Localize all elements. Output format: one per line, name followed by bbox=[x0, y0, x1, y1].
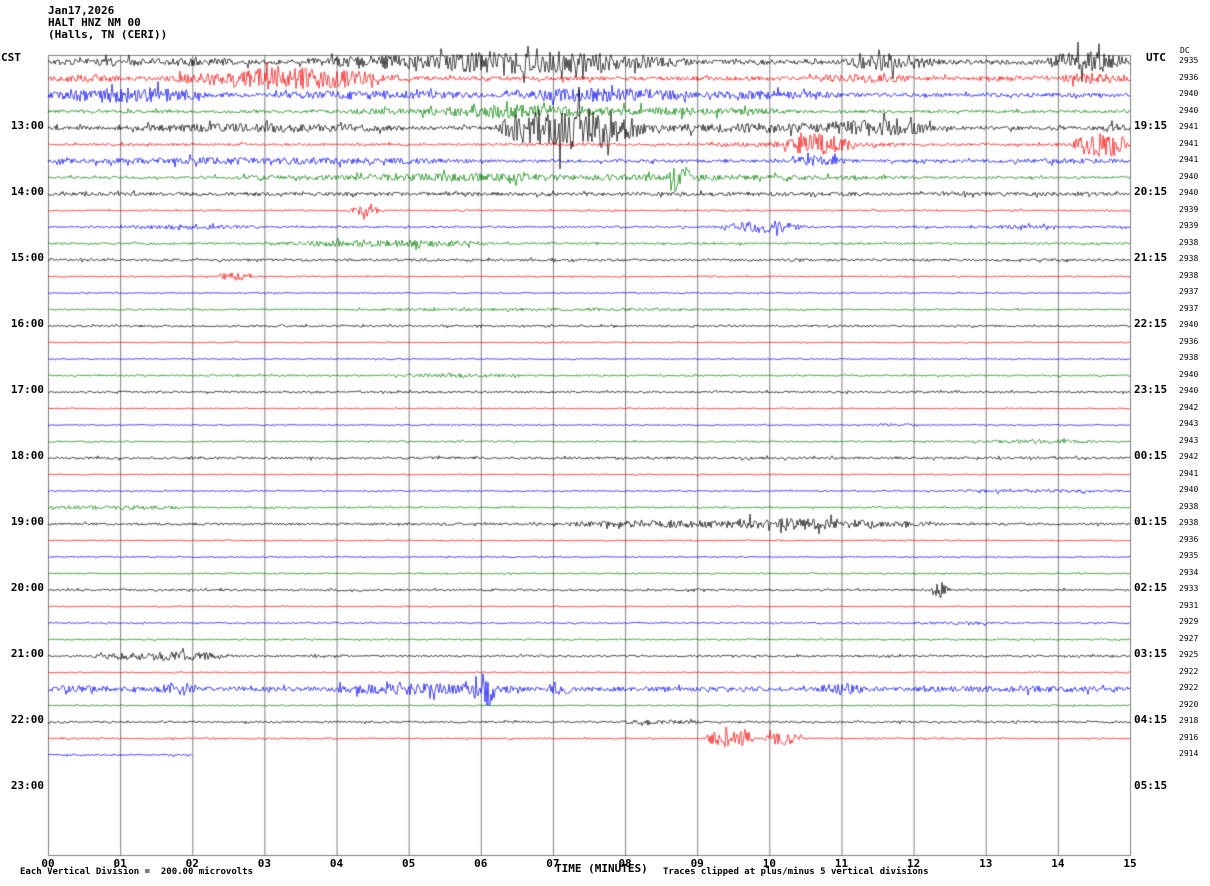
x-tick-label: 05 bbox=[402, 857, 416, 870]
cst-time-label: 16:00 bbox=[10, 317, 44, 330]
footer-scale-note: Each Vertical Division = 200.00 microvol… bbox=[20, 867, 253, 877]
right-axis-label: UTC bbox=[1146, 51, 1166, 64]
dc-offset-value: 2939 bbox=[1179, 221, 1199, 230]
dc-offset-value: 2933 bbox=[1179, 584, 1199, 593]
x-tick-label: 11 bbox=[834, 857, 849, 870]
utc-time-label: 01:15 bbox=[1134, 515, 1168, 528]
x-tick-label: 08 bbox=[618, 857, 632, 870]
cst-time-label: 15:00 bbox=[10, 251, 44, 264]
utc-time-label: 00:15 bbox=[1134, 449, 1168, 462]
dc-offset-value: 2939 bbox=[1179, 204, 1199, 214]
cst-time-label: 19:00 bbox=[10, 515, 44, 528]
dc-offset-value: 2936 bbox=[1179, 534, 1199, 544]
dc-offset-value: 2941 bbox=[1179, 155, 1199, 164]
x-tick-label: 00 bbox=[41, 857, 55, 870]
dc-offset-value: 2925 bbox=[1179, 650, 1199, 659]
dc-column-header: DC bbox=[1180, 46, 1190, 55]
x-tick-label: 06 bbox=[474, 857, 488, 870]
dc-offset-value: 2937 bbox=[1179, 287, 1199, 296]
cst-time-label: 20:00 bbox=[10, 581, 44, 594]
cst-time-label: 22:00 bbox=[10, 713, 44, 726]
dc-offset-value: 2916 bbox=[1179, 732, 1199, 742]
utc-time-label: 04:15 bbox=[1134, 713, 1168, 726]
dc-offset-value: 2922 bbox=[1179, 683, 1199, 692]
dc-offset-value: 2936 bbox=[1179, 72, 1199, 82]
footer-clip-note: Traces clipped at plus/minus 5 vertical … bbox=[663, 867, 929, 877]
cst-time-label: 21:00 bbox=[10, 647, 44, 660]
x-axis-title: TIME (MINUTES) bbox=[555, 862, 648, 875]
dc-offset-value: 2938 bbox=[1179, 501, 1199, 511]
dc-offset-value: 2937 bbox=[1179, 303, 1199, 313]
x-tick-label: 15 bbox=[1123, 857, 1137, 870]
cst-time-label: 13:00 bbox=[10, 119, 44, 132]
cst-time-label: 14:00 bbox=[10, 185, 44, 198]
dc-offset-value: 2940 bbox=[1179, 171, 1199, 181]
dc-offset-value: 2943 bbox=[1179, 419, 1199, 428]
dc-offset-value: 2936 bbox=[1179, 336, 1199, 346]
dc-offset-value: 2941 bbox=[1179, 138, 1199, 148]
utc-time-label: 21:15 bbox=[1134, 251, 1168, 264]
x-tick-label: 01 bbox=[113, 857, 127, 870]
dc-offset-value: 2938 bbox=[1179, 237, 1199, 247]
dc-offset-value: 2940 bbox=[1179, 485, 1199, 494]
utc-time-label: 19:15 bbox=[1134, 119, 1168, 132]
dc-offset-value: 2920 bbox=[1179, 699, 1199, 709]
dc-offset-value: 2938 bbox=[1179, 270, 1199, 280]
utc-time-label: 02:15 bbox=[1134, 581, 1168, 594]
x-tick-label: 07 bbox=[546, 857, 560, 870]
cst-time-label: 23:00 bbox=[10, 779, 44, 792]
left-axis-label: CST bbox=[1, 51, 21, 64]
dc-offset-value: 2931 bbox=[1179, 600, 1199, 610]
x-tick-label: 12 bbox=[906, 857, 921, 870]
dc-offset-value: 2942 bbox=[1179, 452, 1199, 461]
dc-offset-value: 2938 bbox=[1179, 254, 1199, 263]
x-tick-label: 03 bbox=[257, 857, 272, 870]
title-location: (Halls, TN (CERI)) bbox=[48, 28, 168, 41]
dc-offset-value: 2940 bbox=[1179, 369, 1199, 379]
dc-offset-value: 2940 bbox=[1179, 89, 1199, 98]
dc-offset-value: 2938 bbox=[1179, 518, 1199, 527]
utc-time-label: 03:15 bbox=[1134, 647, 1168, 660]
dc-offset-value: 2940 bbox=[1179, 320, 1199, 329]
x-tick-label: 02 bbox=[185, 857, 199, 870]
utc-time-label: 05:15 bbox=[1134, 779, 1168, 792]
x-tick-label: 14 bbox=[1051, 857, 1065, 870]
dc-offset-value: 2943 bbox=[1179, 435, 1199, 445]
utc-time-label: 23:15 bbox=[1134, 383, 1168, 396]
dc-offset-value: 2934 bbox=[1179, 567, 1199, 577]
dc-offset-value: 2914 bbox=[1179, 749, 1199, 758]
dc-offset-value: 2935 bbox=[1179, 56, 1199, 65]
dc-offset-value: 2940 bbox=[1179, 188, 1199, 197]
dc-offset-value: 2938 bbox=[1179, 353, 1199, 362]
dc-offset-value: 2941 bbox=[1179, 468, 1199, 478]
title-station: HALT HNZ NM 00 bbox=[48, 16, 141, 29]
dc-offset-value: 2935 bbox=[1179, 551, 1199, 560]
dc-offset-value: 2940 bbox=[1179, 105, 1199, 115]
title-date: Jan17,2026 bbox=[48, 4, 115, 17]
cst-time-label: 18:00 bbox=[10, 449, 44, 462]
x-tick-label: 04 bbox=[329, 857, 344, 870]
dc-offset-value: 2942 bbox=[1179, 402, 1199, 412]
dc-offset-value: 2929 bbox=[1179, 617, 1199, 626]
utc-time-label: 22:15 bbox=[1134, 317, 1168, 330]
x-tick-label: 13 bbox=[979, 857, 993, 870]
dc-offset-value: 2918 bbox=[1179, 716, 1199, 725]
cst-time-label: 17:00 bbox=[10, 383, 44, 396]
dc-offset-value: 2940 bbox=[1179, 386, 1199, 395]
dc-offset-value: 2941 bbox=[1179, 122, 1199, 131]
dc-offset-value: 2927 bbox=[1179, 633, 1199, 643]
utc-time-label: 20:15 bbox=[1134, 185, 1168, 198]
x-tick-label: 10 bbox=[762, 857, 776, 870]
x-tick-label: 09 bbox=[690, 857, 704, 870]
dc-offset-value: 2922 bbox=[1179, 666, 1199, 676]
